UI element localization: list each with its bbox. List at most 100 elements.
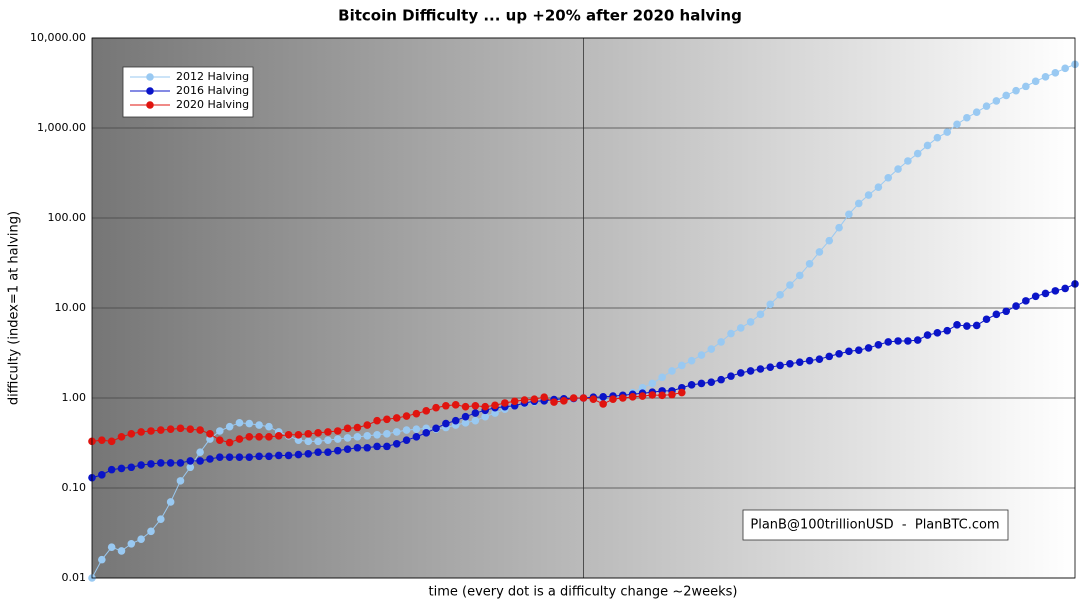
data-point — [255, 433, 263, 441]
data-point — [697, 351, 706, 359]
data-point — [451, 401, 460, 409]
data-point — [471, 401, 480, 410]
data-point — [1041, 73, 1050, 81]
data-point — [1061, 284, 1069, 293]
data-point — [127, 463, 136, 472]
data-point — [235, 419, 244, 427]
data-point — [963, 113, 971, 122]
data-point — [157, 426, 165, 434]
data-point — [668, 390, 676, 399]
data-point — [727, 329, 735, 338]
data-point — [874, 183, 883, 191]
data-point — [481, 412, 490, 421]
data-point — [628, 393, 637, 401]
data-point — [304, 430, 313, 438]
data-point — [353, 433, 362, 441]
data-point — [373, 416, 381, 425]
data-point — [107, 437, 116, 446]
data-point — [1002, 91, 1010, 100]
data-point — [648, 379, 657, 388]
data-point — [206, 435, 214, 443]
data-point — [1031, 292, 1040, 301]
data-point — [186, 425, 195, 434]
data-point — [442, 419, 450, 428]
data-point — [1012, 302, 1020, 310]
data-point — [894, 165, 902, 173]
data-point — [658, 373, 666, 382]
data-point — [265, 433, 273, 441]
data-point — [176, 424, 185, 433]
data-point — [540, 393, 548, 402]
data-point — [383, 430, 391, 438]
data-point — [432, 403, 440, 412]
data-point — [324, 428, 332, 436]
data-point — [373, 431, 381, 439]
data-point — [1051, 287, 1060, 295]
data-point — [402, 426, 411, 434]
data-point — [982, 315, 991, 324]
data-point — [422, 407, 431, 415]
data-point — [599, 400, 607, 408]
data-point — [206, 455, 214, 463]
data-point — [943, 128, 952, 136]
data-point — [992, 310, 1001, 319]
data-point — [245, 419, 254, 428]
data-point — [215, 427, 224, 435]
data-point — [245, 433, 254, 441]
data-point — [235, 453, 244, 461]
data-point — [756, 365, 765, 373]
data-point — [363, 432, 372, 440]
data-point — [343, 434, 352, 442]
data-point — [481, 402, 490, 411]
x-axis-label: time (every dot is a difficulty change ~… — [429, 585, 738, 600]
legend-marker — [146, 101, 154, 109]
annotation-box — [742, 509, 1009, 541]
data-point — [137, 461, 145, 469]
data-point — [795, 358, 804, 366]
data-point — [501, 399, 509, 407]
data-point — [619, 394, 627, 402]
data-point — [304, 437, 313, 446]
data-point — [304, 449, 313, 458]
data-point — [845, 347, 853, 356]
data-point — [854, 346, 863, 354]
data-point — [333, 435, 342, 443]
data-point — [795, 271, 804, 280]
data-point — [687, 356, 696, 365]
data-point — [884, 173, 893, 182]
data-point — [550, 398, 558, 406]
data-point — [815, 248, 824, 256]
annotation: PlanB@100trillionUSD - PlanBTC.com — [750, 518, 999, 533]
data-point — [402, 412, 411, 420]
data-point — [510, 397, 519, 406]
data-point — [274, 451, 283, 460]
data-point — [117, 547, 126, 555]
data-point — [373, 442, 381, 451]
data-point — [1031, 77, 1040, 86]
data-point — [343, 445, 352, 453]
data-point — [215, 453, 224, 461]
data-point — [412, 409, 421, 418]
data-point — [805, 356, 814, 365]
data-point — [245, 453, 254, 461]
data-point — [609, 395, 617, 403]
legend-label: 2020 Halving — [176, 98, 249, 111]
data-point — [422, 429, 431, 437]
legend-label: 2016 Halving — [176, 84, 249, 97]
data-point — [392, 428, 401, 436]
data-point — [766, 300, 775, 309]
data-point — [412, 425, 421, 434]
data-point — [412, 433, 421, 441]
data-point — [353, 423, 362, 432]
data-point — [687, 381, 696, 389]
data-point — [225, 453, 234, 461]
data-point — [1002, 307, 1010, 316]
data-point — [196, 448, 204, 456]
data-point — [736, 369, 745, 377]
data-point — [707, 378, 716, 386]
data-point — [1022, 82, 1030, 91]
data-point — [432, 424, 440, 433]
data-point — [461, 402, 470, 411]
data-point — [255, 452, 263, 461]
